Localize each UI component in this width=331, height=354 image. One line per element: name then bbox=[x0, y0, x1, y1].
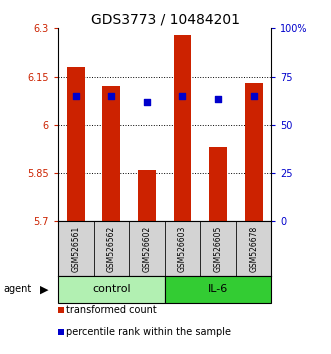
Point bbox=[180, 93, 185, 99]
Text: GSM526561: GSM526561 bbox=[71, 225, 80, 272]
Text: GSM526602: GSM526602 bbox=[142, 225, 151, 272]
Text: GSM526605: GSM526605 bbox=[213, 225, 222, 272]
Bar bbox=[245, 83, 262, 221]
Point bbox=[215, 96, 221, 102]
Bar bbox=[58, 276, 165, 303]
Bar bbox=[138, 170, 156, 221]
Text: ▶: ▶ bbox=[40, 284, 49, 294]
Bar bbox=[58, 221, 93, 276]
Text: IL-6: IL-6 bbox=[208, 284, 228, 295]
Text: GSM526603: GSM526603 bbox=[178, 225, 187, 272]
Text: percentile rank within the sample: percentile rank within the sample bbox=[66, 326, 230, 337]
Bar bbox=[67, 67, 85, 221]
Bar bbox=[209, 147, 227, 221]
Text: transformed count: transformed count bbox=[66, 305, 156, 315]
Bar bbox=[165, 276, 271, 303]
Point bbox=[144, 99, 150, 105]
Bar bbox=[173, 35, 191, 221]
Bar bbox=[102, 86, 120, 221]
Point bbox=[73, 93, 78, 99]
Bar bbox=[129, 221, 165, 276]
Bar bbox=[200, 221, 236, 276]
Text: GSM526562: GSM526562 bbox=[107, 225, 116, 272]
Bar bbox=[93, 221, 129, 276]
Bar bbox=[236, 221, 271, 276]
Text: GSM526678: GSM526678 bbox=[249, 225, 258, 272]
Text: control: control bbox=[92, 284, 131, 295]
Bar bbox=[165, 221, 200, 276]
Text: agent: agent bbox=[3, 284, 31, 294]
Point bbox=[251, 93, 256, 99]
Text: GDS3773 / 10484201: GDS3773 / 10484201 bbox=[91, 12, 240, 27]
Point bbox=[109, 93, 114, 99]
